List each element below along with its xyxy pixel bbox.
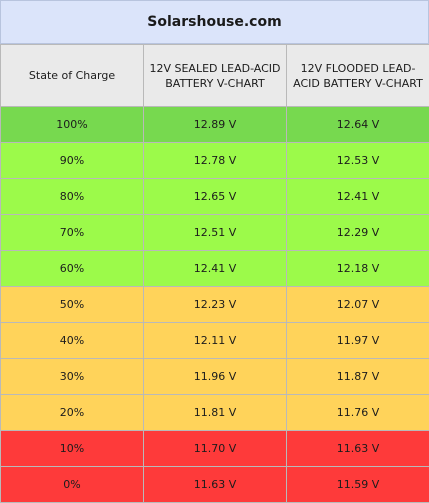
sealed-voltage-cell: 12.65 V <box>144 179 287 215</box>
state-of-charge-cell: 50% <box>1 287 144 323</box>
state-of-charge-cell: 70% <box>1 215 144 251</box>
column-header-state-of-charge: State of Charge <box>1 45 144 107</box>
flooded-voltage-cell: 11.63 V <box>287 431 429 467</box>
flooded-voltage-cell: 12.18 V <box>287 251 429 287</box>
column-header-flooded: 12V FLOODED LEAD-ACID BATTERY V-CHART <box>287 45 429 107</box>
state-of-charge-cell: 20% <box>1 395 144 431</box>
flooded-voltage-cell: 12.41 V <box>287 179 429 215</box>
sealed-voltage-cell: 12.89 V <box>144 107 287 143</box>
sealed-voltage-cell: 11.81 V <box>144 395 287 431</box>
sealed-voltage-cell: 12.51 V <box>144 215 287 251</box>
voltage-table: State of Charge 12V SEALED LEAD-ACID BAT… <box>0 44 429 503</box>
chart-title: Solarshouse.com <box>0 0 429 44</box>
flooded-voltage-cell: 11.76 V <box>287 395 429 431</box>
state-of-charge-cell: 0% <box>1 467 144 503</box>
state-of-charge-cell: 10% <box>1 431 144 467</box>
flooded-voltage-cell: 11.97 V <box>287 323 429 359</box>
state-of-charge-cell: 100% <box>1 107 144 143</box>
flooded-voltage-cell: 12.53 V <box>287 143 429 179</box>
sealed-voltage-cell: 12.11 V <box>144 323 287 359</box>
flooded-voltage-cell: 11.59 V <box>287 467 429 503</box>
sealed-voltage-cell: 11.63 V <box>144 467 287 503</box>
flooded-voltage-cell: 12.64 V <box>287 107 429 143</box>
flooded-voltage-cell: 12.07 V <box>287 287 429 323</box>
sealed-voltage-cell: 11.70 V <box>144 431 287 467</box>
sealed-voltage-cell: 12.78 V <box>144 143 287 179</box>
column-header-sealed: 12V SEALED LEAD-ACID BATTERY V-CHART <box>144 45 287 107</box>
header-row: State of Charge 12V SEALED LEAD-ACID BAT… <box>1 45 429 107</box>
state-of-charge-cell: 30% <box>1 359 144 395</box>
flooded-voltage-cell: 12.29 V <box>287 215 429 251</box>
state-of-charge-cell: 80% <box>1 179 144 215</box>
sealed-voltage-cell: 12.41 V <box>144 251 287 287</box>
state-of-charge-cell: 90% <box>1 143 144 179</box>
sealed-voltage-cell: 11.96 V <box>144 359 287 395</box>
sealed-voltage-cell: 12.23 V <box>144 287 287 323</box>
state-of-charge-cell: 60% <box>1 251 144 287</box>
flooded-voltage-cell: 11.87 V <box>287 359 429 395</box>
state-of-charge-cell: 40% <box>1 323 144 359</box>
